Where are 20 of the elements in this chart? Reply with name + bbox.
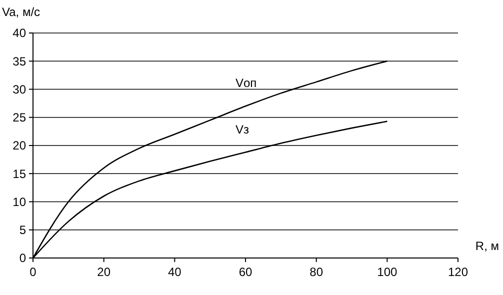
y-tick-label: 15 bbox=[12, 166, 26, 181]
x-tick-label: 60 bbox=[238, 265, 252, 279]
series-label: Vз bbox=[236, 122, 250, 136]
y-tick-label: 0 bbox=[19, 251, 26, 266]
y-tick-label: 25 bbox=[12, 110, 26, 125]
x-tick-label: 0 bbox=[30, 265, 37, 279]
y-tick-label: 35 bbox=[12, 54, 26, 68]
series-label: Vоп bbox=[236, 76, 257, 90]
x-tick-label: 20 bbox=[97, 265, 111, 279]
y-axis-title: Va, м/с bbox=[2, 5, 40, 19]
y-tick-label: 30 bbox=[12, 82, 26, 96]
x-tick-label: 100 bbox=[377, 265, 398, 279]
y-tick-label: 20 bbox=[12, 138, 26, 153]
x-tick-label: 40 bbox=[168, 265, 182, 279]
y-tick-label: 5 bbox=[19, 223, 26, 238]
x-axis-title: R, м bbox=[475, 239, 499, 253]
y-tick-label: 40 bbox=[12, 26, 26, 40]
x-tick-label: 120 bbox=[448, 265, 468, 279]
y-tick-label: 10 bbox=[12, 194, 26, 209]
x-tick-label: 80 bbox=[310, 265, 324, 279]
